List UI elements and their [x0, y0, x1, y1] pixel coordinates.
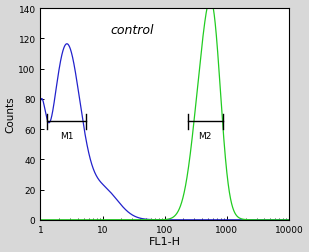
X-axis label: FL1-H: FL1-H [149, 237, 181, 246]
Y-axis label: Counts: Counts [6, 96, 15, 133]
Text: control: control [110, 24, 154, 37]
Text: M2: M2 [198, 132, 212, 141]
Text: M1: M1 [60, 132, 73, 141]
